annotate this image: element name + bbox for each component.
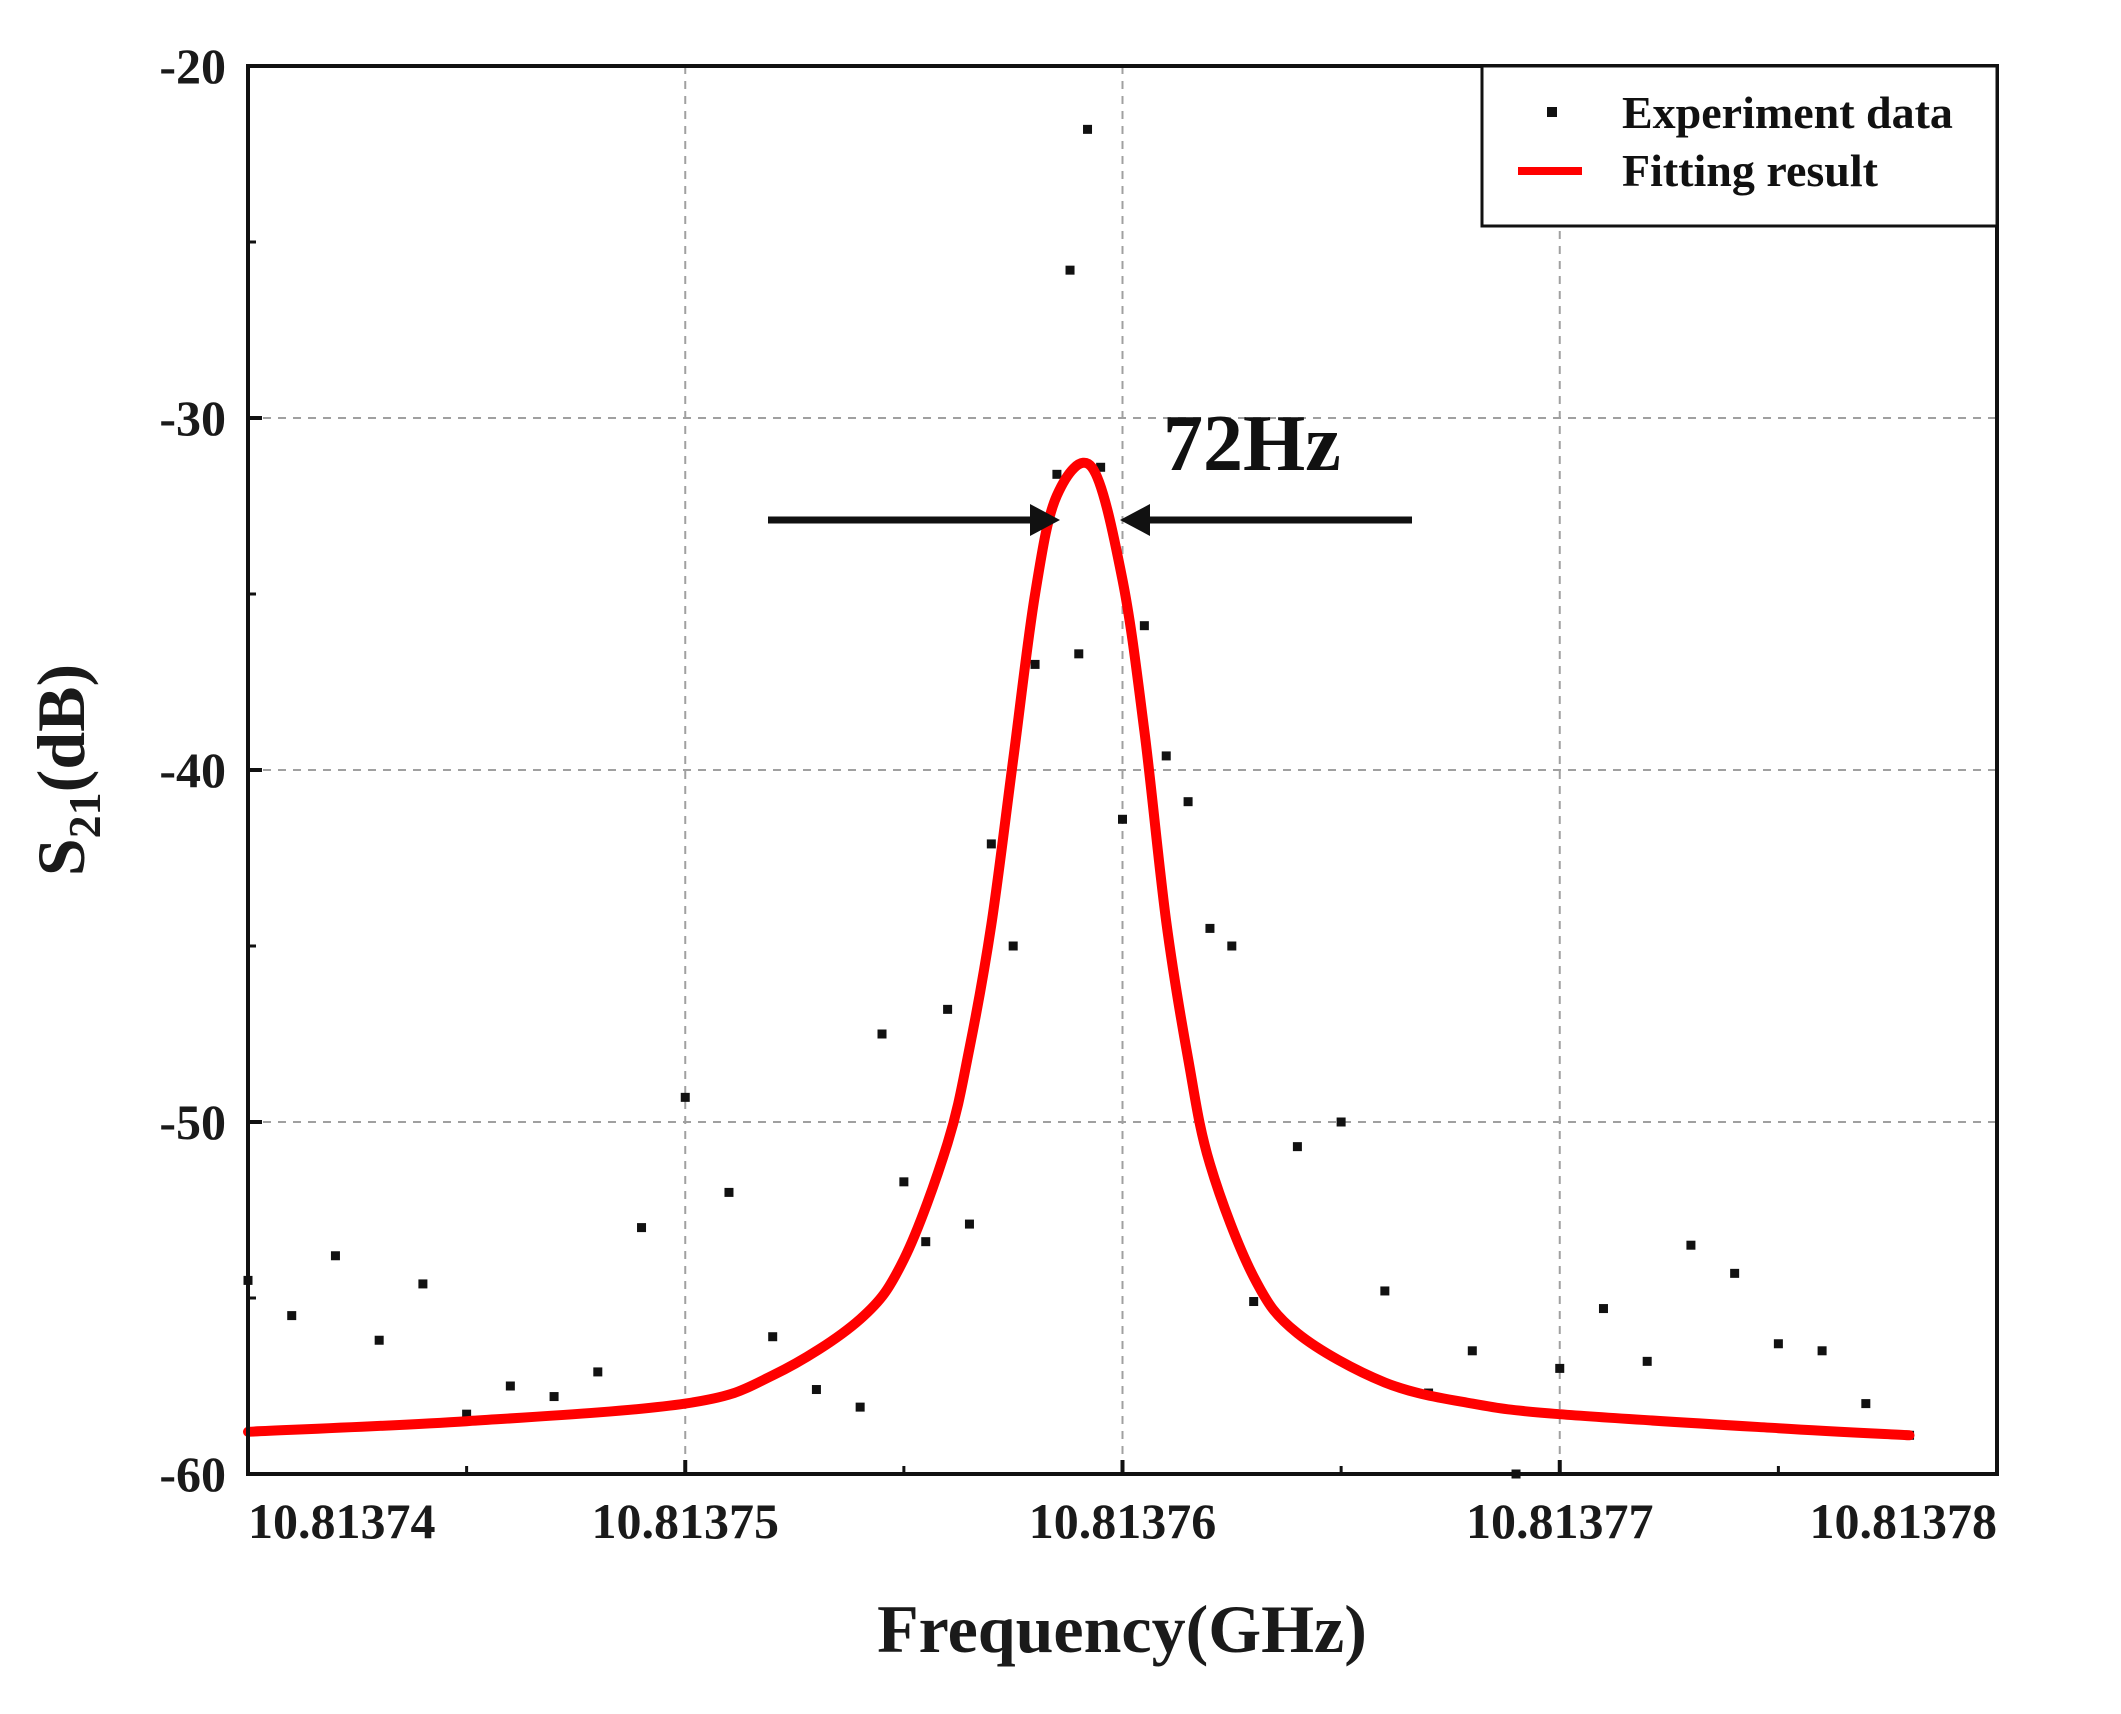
data-point xyxy=(1861,1399,1871,1409)
data-point xyxy=(1380,1286,1390,1296)
legend-box xyxy=(1480,64,1999,228)
left-arrow-head xyxy=(1030,504,1060,536)
data-point xyxy=(1008,941,1018,951)
data-point xyxy=(877,1029,887,1039)
data-point xyxy=(1074,649,1084,659)
data-point xyxy=(1773,1339,1783,1349)
y-axis-title-main: S xyxy=(23,838,99,876)
data-point xyxy=(943,1004,953,1014)
data-point xyxy=(724,1187,734,1197)
data-point xyxy=(1292,1142,1302,1152)
data-point xyxy=(1249,1297,1259,1307)
y-tick-label: -50 xyxy=(159,1094,226,1150)
data-point xyxy=(921,1237,931,1247)
data-point xyxy=(1065,265,1075,275)
data-point xyxy=(418,1279,428,1289)
data-point xyxy=(1096,462,1106,472)
data-point xyxy=(1030,659,1040,669)
data-point xyxy=(1686,1240,1696,1250)
data-point xyxy=(1336,1117,1346,1127)
grid-lines xyxy=(248,66,1997,1474)
data-point xyxy=(505,1381,515,1391)
data-point xyxy=(899,1177,909,1187)
data-point xyxy=(1183,797,1193,807)
data-point xyxy=(1139,621,1149,631)
y-tick-label: -40 xyxy=(159,742,226,798)
y-axis-title: S21(dB) xyxy=(23,664,110,876)
svg-text:S21(dB): S21(dB) xyxy=(23,664,110,876)
data-point xyxy=(1205,923,1215,933)
x-tick-label: 10.81376 xyxy=(1029,1493,1217,1549)
x-tick-label: 10.81377 xyxy=(1466,1493,1654,1549)
legend-marker-experiment xyxy=(1547,107,1557,117)
linewidth-label: 72Hz xyxy=(1163,400,1341,488)
data-point xyxy=(1052,469,1062,479)
plot-frame xyxy=(246,64,1999,1476)
y-tick-label: -60 xyxy=(159,1446,226,1502)
legend-label-fitting: Fitting result xyxy=(1622,145,1879,196)
x-tick-label: 10.81374 xyxy=(248,1493,436,1549)
data-point xyxy=(287,1311,297,1321)
data-point xyxy=(1598,1304,1608,1314)
data-point xyxy=(768,1332,778,1342)
data-point xyxy=(1467,1346,1477,1356)
x-axis-title: Frequency(GHz) xyxy=(877,1591,1367,1667)
right-arrow-head xyxy=(1120,504,1150,536)
x-tick-label: 10.81378 xyxy=(1810,1493,1998,1549)
x-axis-ticks: 10.81374 10.81375 10.81376 10.81377 10.81378 xyxy=(246,1460,1999,1549)
data-point xyxy=(1227,941,1237,951)
data-point xyxy=(1083,124,1093,134)
data-point xyxy=(374,1335,384,1345)
x-tick-label: 10.81375 xyxy=(592,1493,780,1549)
fitting-result-line xyxy=(243,457,1915,1441)
y-tick-label: -30 xyxy=(159,390,226,446)
y-tick-label: -20 xyxy=(159,38,226,94)
data-point xyxy=(680,1092,690,1102)
data-point xyxy=(811,1385,821,1395)
legend-label-experiment: Experiment data xyxy=(1622,87,1953,138)
legend: Experiment data Fitting result xyxy=(1480,64,1999,228)
data-point xyxy=(855,1402,865,1412)
linewidth-annotation: 72Hz xyxy=(768,400,1412,536)
y-axis-title-unit: (dB) xyxy=(23,664,99,792)
data-point xyxy=(1642,1356,1652,1366)
data-point xyxy=(593,1367,603,1377)
data-point xyxy=(637,1223,647,1233)
data-point xyxy=(1817,1346,1827,1356)
data-point xyxy=(549,1392,559,1402)
y-axis-ticks: -60 -50 -40 -30 -20 xyxy=(159,38,262,1502)
data-point xyxy=(964,1219,974,1229)
y-axis-title-subscript: 21 xyxy=(59,792,110,838)
data-point xyxy=(1118,814,1127,824)
data-point xyxy=(330,1251,340,1261)
data-point xyxy=(1730,1268,1740,1278)
data-point xyxy=(986,839,996,849)
data-point xyxy=(462,1409,472,1419)
data-point xyxy=(1555,1363,1565,1373)
data-point xyxy=(1161,751,1171,761)
